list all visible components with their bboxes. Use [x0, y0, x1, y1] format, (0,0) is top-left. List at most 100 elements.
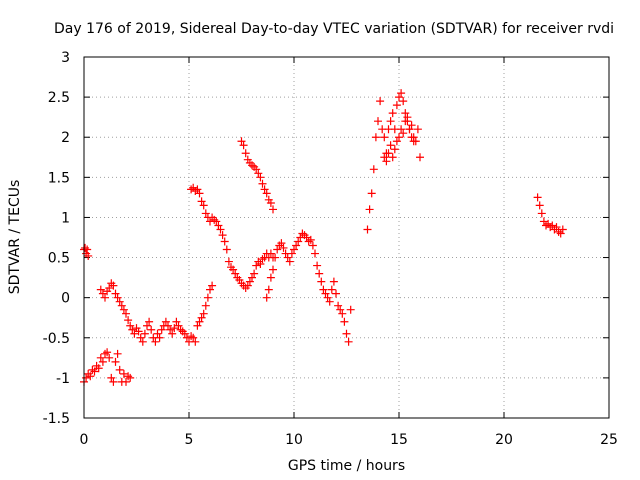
- data-point: [214, 221, 223, 230]
- data-point: [96, 353, 105, 362]
- data-point: [143, 321, 151, 330]
- data-point: [369, 165, 378, 174]
- data-point: [401, 117, 410, 126]
- data-point: [113, 293, 122, 302]
- x-tick-label: 20: [495, 432, 513, 448]
- data-point: [279, 243, 288, 252]
- data-point: [216, 225, 225, 234]
- chart-title: Day 176 of 2019, Sidereal Day-to-day VTE…: [54, 21, 614, 37]
- data-point: [308, 241, 317, 250]
- data-point: [273, 245, 282, 254]
- data-point: [197, 313, 206, 322]
- data-point: [367, 189, 376, 198]
- data-point: [363, 225, 372, 234]
- data-point: [101, 349, 109, 358]
- data-point: [157, 325, 166, 334]
- data-point: [136, 333, 145, 342]
- data-point: [212, 217, 221, 226]
- data-point: [109, 281, 118, 290]
- data-point: [344, 337, 353, 346]
- data-point: [260, 185, 269, 194]
- data-point: [287, 249, 296, 258]
- data-point: [340, 317, 349, 326]
- data-point: [94, 364, 103, 373]
- data-point: [82, 373, 91, 382]
- data-point: [306, 235, 315, 244]
- data-point: [81, 243, 90, 252]
- data-point: [122, 309, 130, 318]
- data-point: [390, 145, 399, 154]
- data-point: [399, 97, 408, 106]
- data-point: [290, 245, 298, 254]
- data-point: [277, 239, 286, 248]
- data-point: [384, 149, 393, 158]
- axis-ticks: [83, 56, 610, 419]
- data-point: [325, 297, 334, 306]
- data-point: [134, 327, 143, 336]
- data-point: [180, 329, 189, 338]
- data-point: [115, 297, 124, 306]
- data-point: [222, 245, 231, 254]
- data-point: [392, 101, 401, 110]
- data-point: [145, 317, 154, 326]
- y-tick-label: 3: [61, 50, 70, 66]
- data-point: [229, 265, 238, 274]
- data-point: [109, 377, 118, 386]
- data-point: [98, 357, 107, 366]
- data-point: [269, 265, 277, 274]
- data-point: [103, 348, 112, 357]
- data-point: [336, 305, 345, 314]
- y-tick-label: -0.5: [43, 331, 70, 347]
- data-point: [552, 223, 561, 232]
- data-point: [294, 237, 303, 246]
- data-point: [285, 257, 294, 266]
- data-point: [395, 133, 403, 142]
- data-point: [195, 317, 204, 326]
- data-point: [315, 269, 324, 278]
- data-point: [271, 253, 280, 262]
- data-point: [88, 365, 97, 374]
- data-point: [155, 333, 164, 342]
- data-point: [311, 249, 319, 258]
- data-point: [172, 317, 181, 326]
- data-point: [111, 357, 120, 366]
- data-point: [258, 179, 267, 188]
- data-point: [313, 261, 322, 270]
- data-point: [166, 325, 175, 334]
- data-point: [382, 157, 391, 166]
- data-point: [548, 221, 557, 230]
- data-points: [80, 89, 567, 386]
- data-point: [119, 305, 128, 314]
- x-axis-title: GPS time / hours: [288, 458, 405, 474]
- data-point: [115, 365, 124, 374]
- data-point: [392, 137, 401, 146]
- data-point: [248, 273, 256, 282]
- data-point: [403, 113, 412, 122]
- data-point: [153, 329, 162, 338]
- y-tick-label: -1.5: [43, 411, 70, 427]
- y-tick-label: 0: [61, 291, 70, 307]
- y-tick-label: -1: [56, 371, 70, 387]
- data-point: [111, 289, 120, 298]
- data-point: [126, 373, 135, 382]
- data-point: [256, 173, 265, 182]
- data-point: [126, 321, 135, 330]
- data-point: [140, 329, 149, 338]
- data-point: [407, 121, 416, 130]
- data-point: [176, 325, 185, 334]
- data-point: [380, 153, 389, 162]
- data-point: [401, 109, 410, 118]
- data-point: [321, 289, 330, 298]
- data-point: [539, 217, 548, 226]
- data-point: [266, 249, 275, 258]
- data-point: [96, 285, 105, 294]
- data-point: [365, 205, 374, 214]
- data-point: [124, 316, 133, 325]
- data-point: [319, 285, 328, 294]
- data-point: [327, 285, 336, 294]
- y-tick-label: 2: [61, 130, 70, 146]
- data-point: [98, 289, 107, 298]
- y-tick-label: 1.5: [48, 170, 70, 186]
- data-point: [151, 337, 160, 346]
